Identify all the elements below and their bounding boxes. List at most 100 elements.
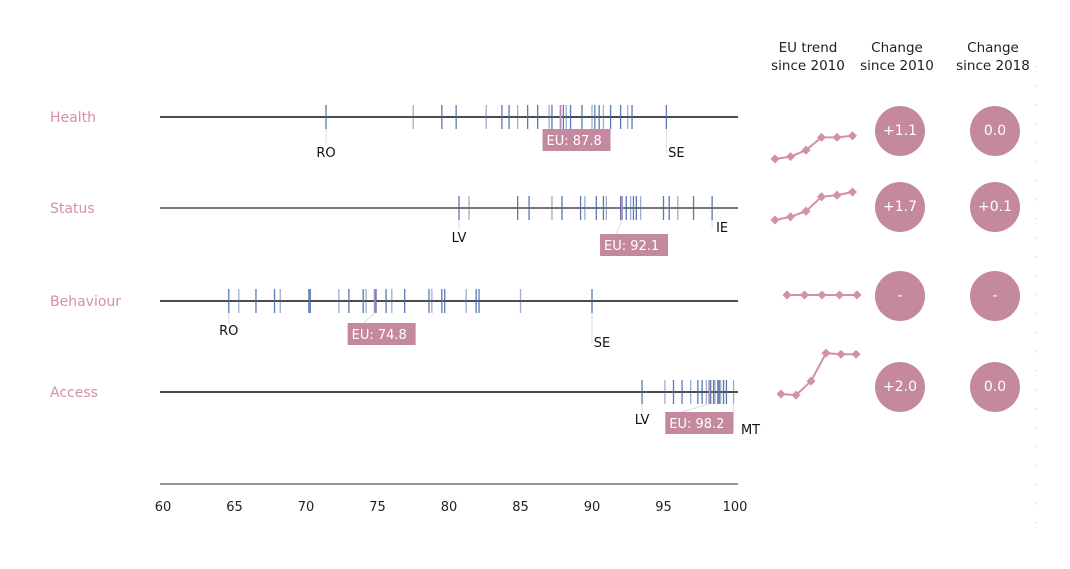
trend-point [832,190,842,200]
change-2010-value: +1.1 [883,123,917,139]
edge-dot [1036,351,1037,353]
change-2010-bubble [875,362,925,412]
x-tick-label: 60 [155,500,172,515]
trend-line [780,352,856,397]
min-country-label: RO [316,146,335,161]
trend-point [770,215,780,225]
trend-point [832,132,842,142]
column-header-line: Change [871,40,923,56]
row-label: Health [50,110,96,126]
change-2018-value: 0.0 [984,123,1006,139]
row-behaviour: Behaviour RO SE EU: 74.8 - - [50,271,1020,351]
change-2010-bubble [875,271,925,321]
edge-dot [1036,313,1037,315]
edge-dot [1036,332,1037,334]
trend-point [799,290,810,300]
x-tick-label: 70 [298,500,315,515]
edge-dot [1036,180,1037,182]
min-country-label: LV [452,231,467,246]
edge-dot [1036,408,1037,410]
max-country-label: MT [741,423,760,438]
x-tick-label: 95 [655,500,672,515]
edge-dot [1036,85,1037,87]
change-2018-bubble [970,182,1020,232]
trend-point [852,290,862,300]
min-country-label: LV [635,413,650,428]
x-tick-label: 90 [584,500,601,515]
row-status: Status LV IE EU: 92.1 +1.7 +0.1 [50,182,1020,256]
x-tick-label: 80 [441,500,458,515]
edge-dot [1036,465,1037,467]
edge-dot [1036,427,1037,429]
edge-dot [1036,294,1037,296]
max-country-label: SE [594,336,610,351]
eu-value-label: EU: 74.8 [352,328,407,343]
trend-line [774,191,853,221]
edge-dot [1036,522,1037,524]
trend-point [785,152,796,162]
column-header-line: Change [967,40,1019,56]
x-axis: 60 65 70 75 80 85 90 95 100 [155,483,748,515]
right-edge-dots [1036,66,1037,524]
eu-value-box [600,234,669,256]
trend-point [776,389,786,399]
change-2018-bubble [970,271,1020,321]
change-2018-value: 0.0 [984,379,1006,395]
trend-point [821,348,831,358]
eu-value-box [665,412,734,434]
change-2010-value: +2.0 [883,379,917,395]
edge-dot [1036,503,1037,505]
edge-dot [1036,218,1037,220]
column-header-line: since 2010 [860,58,934,74]
trend-point [782,290,792,300]
min-country-label: RO [219,324,238,339]
change-2018-bubble [970,106,1020,156]
edge-dot [1036,389,1037,391]
column-headers: EU trend since 2010 Change since 2010 Change… [771,40,1030,74]
column-header-line: since 2010 [771,58,845,74]
eu-leader [615,219,623,235]
change-2010-bubble [875,182,925,232]
edge-dot [1036,484,1037,486]
trend-point [847,131,858,141]
row-health: Health RO SE EU: 87.8 +1.1 0.0 [50,105,1020,164]
edge-dot [1036,104,1037,106]
chart-rows: Health RO SE EU: 87.8 +1.1 0.0 Status LV IE EU: 9… [50,105,1020,438]
trend-point [834,290,845,300]
row-label: Status [50,201,95,217]
edge-dot [1036,199,1037,201]
eu-leader [681,403,710,413]
max-country-label: SE [668,146,684,161]
change-2018-value: +0.1 [978,199,1012,215]
trend-point [847,187,858,197]
eu-value-label: EU: 87.8 [547,134,602,149]
change-2010-value: +1.7 [883,199,917,215]
x-tick-label: 65 [226,500,243,515]
row-label: Behaviour [50,294,121,310]
edge-dot [1036,66,1037,68]
change-2010-value: - [897,288,902,304]
x-tick-label: 100 [723,500,748,515]
eu-value-label: EU: 92.1 [604,239,659,254]
trend-line [774,134,853,160]
trend-point [770,154,780,164]
max-country-label: IE [716,221,728,236]
x-tick-label: 85 [512,500,529,515]
trend-point [817,290,827,300]
change-2018-bubble [970,362,1020,412]
edge-dot [1036,123,1037,125]
column-header-line: EU trend [779,40,838,56]
row-label: Access [50,385,98,401]
row-access: Access LV MT EU: 98.2 +2.0 0.0 [50,348,1020,438]
x-tick-label: 75 [369,500,386,515]
edge-dot [1036,446,1037,448]
edge-dot [1036,161,1037,163]
change-2010-bubble [875,106,925,156]
trend-point [836,349,846,359]
trend-point [851,349,861,359]
trend-point [785,212,796,222]
edge-dot [1036,256,1037,258]
edge-dot [1036,370,1037,372]
edge-dot [1036,275,1037,277]
column-header-line: since 2018 [956,58,1030,74]
